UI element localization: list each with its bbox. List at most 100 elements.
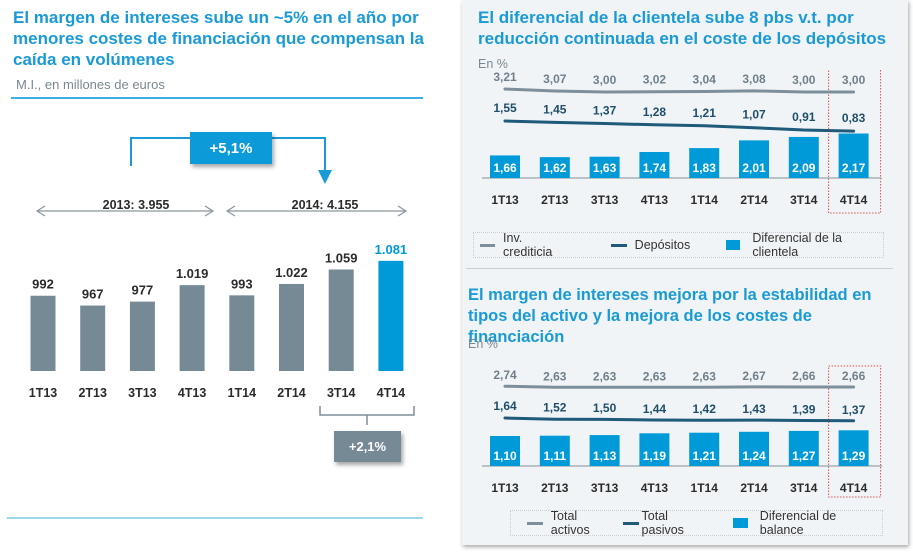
bracket-3t14-4t14 xyxy=(319,406,415,425)
category-label: 3T13 xyxy=(591,193,619,207)
category-label: 2T14 xyxy=(740,481,768,495)
panel-divider xyxy=(466,268,893,269)
arrow-down-icon xyxy=(318,170,332,184)
legend-label: Depósitos xyxy=(634,238,691,252)
top-combo-chart: 1,66 1T13 1,62 2T13 1,63 3T13 1,74 4T13 1,83 1T14… xyxy=(482,70,882,214)
bar-1T13 xyxy=(30,295,56,371)
legend-item-inv-crediticia: Inv. crediticia xyxy=(480,231,571,259)
series-2-value-label: 1,21 xyxy=(693,106,717,120)
series-2-value-label: 1,37 xyxy=(593,104,617,118)
category-label: 1T14 xyxy=(691,193,719,207)
bar-value-label: 1,83 xyxy=(693,161,717,175)
category-label: 3T14 xyxy=(790,193,818,207)
bar-1T13 xyxy=(490,436,520,466)
bar-value-label: 1,27 xyxy=(792,449,816,463)
bar-value-label: 1,10 xyxy=(493,449,517,463)
legend-item-depositos: Depósitos xyxy=(610,238,691,252)
bar-value-label: 2,17 xyxy=(842,161,866,175)
bar-1T14 xyxy=(689,432,720,466)
category-label: 4T13 xyxy=(641,193,669,207)
bar-4T14 xyxy=(838,430,869,466)
bar-4T14 xyxy=(378,260,404,371)
category-label: 1T13 xyxy=(491,193,519,207)
bottom-chart-unit: En % xyxy=(468,337,498,351)
series-1-value-label: 3,00 xyxy=(792,73,816,87)
bar-value-label: 1,62 xyxy=(543,161,567,175)
bar-value-label: 977 xyxy=(132,283,154,298)
series-1-value-label: 2,66 xyxy=(842,369,866,383)
period-2014-arrow xyxy=(225,205,408,217)
bar-2T14 xyxy=(739,431,769,466)
series-2-line xyxy=(503,119,856,133)
legend-item-diferencial-balance: Diferencial de balance xyxy=(732,509,882,537)
series-1-value-label: 3,21 xyxy=(493,70,517,84)
series-1-value-label: 3,00 xyxy=(593,73,617,87)
legend-label: Diferencial de balance xyxy=(759,509,837,537)
category-label: 3T13 xyxy=(128,386,157,400)
bar-2T14 xyxy=(279,283,304,371)
legend-line-swatch xyxy=(480,243,496,247)
category-label: 2T13 xyxy=(541,481,569,495)
series-2-value-label: 1,55 xyxy=(493,101,517,115)
period-2013-arrow xyxy=(35,205,215,217)
series-1-line xyxy=(503,87,856,94)
series-1-value-label: 3,08 xyxy=(742,72,766,86)
growth-connector xyxy=(130,137,332,184)
top-chart-title: El diferencial de la clientela sube 8 pb… xyxy=(478,8,887,48)
bar-3T13 xyxy=(589,156,620,178)
series-2-value-label: 1,52 xyxy=(543,401,567,415)
bar-3T14 xyxy=(788,136,819,178)
legend-label: Inv. crediticia xyxy=(503,231,553,259)
bar-2T13 xyxy=(539,435,570,466)
bar-value-label: 1,66 xyxy=(493,161,517,175)
category-label: 4T14 xyxy=(377,386,406,400)
bottom-chart-title: El margen de intereses mejora por la est… xyxy=(468,286,872,346)
legend-line-swatch xyxy=(610,243,627,247)
bar-value-label: 1,11 xyxy=(543,449,566,463)
series-1-value-label: 2,63 xyxy=(693,369,717,383)
bar-value-label: 2,09 xyxy=(792,161,816,175)
series-2-line xyxy=(503,416,856,423)
period-2013-label: 2013: 3.955 xyxy=(102,198,170,212)
period-2014-label: 2014: 4.155 xyxy=(291,198,359,212)
legend-label: Total activos xyxy=(550,509,590,537)
bar-3T13 xyxy=(589,435,620,466)
bar-value-label: 967 xyxy=(82,287,104,302)
series-2-value-label: 1,44 xyxy=(643,402,667,416)
bar-value-label: 2,01 xyxy=(742,161,766,175)
right-panel: El diferencial de la clientela sube 8 pb… xyxy=(462,0,908,545)
title-divider xyxy=(11,97,423,99)
bar-4T13 xyxy=(639,151,670,178)
top-legend: Inv. crediticia Depósitos Diferencial de… xyxy=(473,231,884,259)
category-label: 1T13 xyxy=(491,481,519,495)
legend-box-swatch xyxy=(732,518,748,528)
legend-line-swatch xyxy=(622,521,639,525)
series-2-value-label: 1,28 xyxy=(643,105,667,119)
series-2-value-label: 1,42 xyxy=(693,402,717,416)
series-2-value-label: 0,91 xyxy=(792,110,816,124)
bar-value-label: 1,13 xyxy=(593,449,617,463)
category-label: 4T13 xyxy=(641,481,669,495)
category-label: 4T13 xyxy=(178,386,207,400)
bar-3T14 xyxy=(328,269,354,371)
legend-item-total-pasivos: Total pasivos xyxy=(622,509,713,537)
bracket-badge: +2,1% xyxy=(334,431,401,462)
category-label: 2T13 xyxy=(541,193,569,207)
bar-value-label: 1,24 xyxy=(742,449,766,463)
bar-value-label: 993 xyxy=(231,276,253,291)
series-1-value-label: 2,66 xyxy=(792,369,816,383)
highlight-box-4t14 xyxy=(828,365,882,498)
series-2-value-label: 1,07 xyxy=(742,108,766,122)
legend-item-total-activos: Total activos xyxy=(527,509,619,537)
bar-value-label: 1.081 xyxy=(375,242,408,257)
bar-value-label: 992 xyxy=(32,277,54,292)
bar-value-label: 1.022 xyxy=(275,265,308,280)
category-label: 3T13 xyxy=(591,481,619,495)
series-1-line xyxy=(503,384,856,389)
bar-value-label: 1,63 xyxy=(593,161,617,175)
bar-1T14 xyxy=(229,295,255,371)
left-chart-subtitle: M.I., en millones de euros xyxy=(16,77,165,92)
series-1-value-label: 3,02 xyxy=(643,73,667,87)
bar-1T13 xyxy=(490,155,520,178)
bar-2T13 xyxy=(80,305,106,371)
